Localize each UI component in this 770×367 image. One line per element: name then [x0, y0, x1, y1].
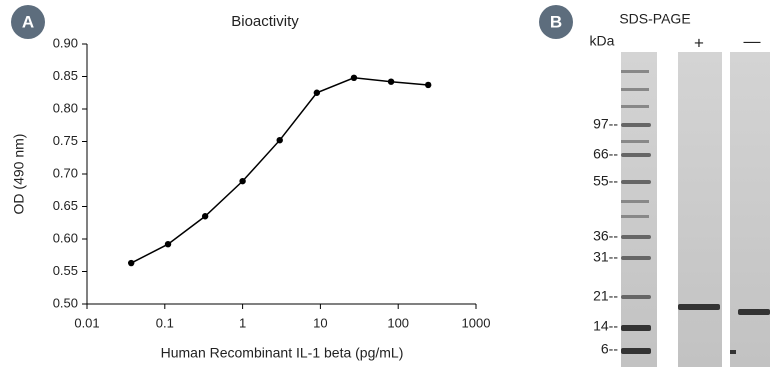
- ladder-label: 66--: [593, 146, 618, 162]
- data-point: [388, 79, 394, 85]
- ladder-band: [621, 325, 651, 331]
- data-point: [202, 213, 208, 219]
- x-tick-label: 0.1: [156, 315, 174, 330]
- ladder-label: 6--: [601, 341, 618, 357]
- ladder-band: [621, 348, 651, 354]
- ladder-band: [621, 215, 649, 218]
- gel-lane: [678, 52, 722, 367]
- gel-unit: kDa: [590, 33, 615, 49]
- ladder-band: [621, 70, 649, 73]
- ladder-band: [621, 295, 651, 299]
- gel-band: [738, 309, 770, 315]
- data-point: [239, 178, 245, 184]
- y-tick-label: 0.90: [53, 35, 78, 50]
- lane-label: —: [744, 31, 761, 50]
- data-point: [351, 75, 357, 81]
- ladder-label: 36--: [593, 228, 618, 244]
- lane-label: +: [694, 33, 704, 52]
- x-tick-label: 1000: [462, 315, 491, 330]
- ladder-band: [621, 140, 649, 143]
- data-point: [128, 260, 134, 266]
- y-tick-label: 0.60: [53, 230, 78, 245]
- x-tick-label: 0.01: [74, 315, 99, 330]
- ladder-band: [621, 105, 649, 108]
- ladder-band: [621, 200, 649, 203]
- ladder-label: 31--: [593, 249, 618, 265]
- x-tick-label: 10: [313, 315, 327, 330]
- ladder-band: [621, 235, 651, 239]
- ladder-label: 14--: [593, 318, 618, 334]
- gel-lane: [730, 52, 770, 367]
- x-tick-label: 100: [387, 315, 409, 330]
- panel-label: B: [550, 12, 562, 31]
- ladder-band: [621, 123, 651, 127]
- data-point: [165, 241, 171, 247]
- gel-band: [730, 350, 736, 354]
- ladder-band: [621, 153, 651, 157]
- y-tick-label: 0.75: [53, 133, 78, 148]
- gel-title: SDS-PAGE: [619, 11, 690, 27]
- y-tick-label: 0.55: [53, 263, 78, 278]
- data-line: [131, 78, 428, 263]
- gel-lane: [621, 52, 657, 367]
- gel: SDS-PAGE kDa + — 97-- 66-- 55-- 36-- 31-- 21-…: [590, 11, 770, 367]
- panel-label: A: [22, 12, 34, 31]
- ladder-band: [621, 256, 651, 260]
- y-tick-label: 0.65: [53, 198, 78, 213]
- y-tick-label: 0.85: [53, 68, 78, 83]
- y-tick-label: 0.80: [53, 100, 78, 115]
- data-point: [425, 82, 431, 88]
- y-tick-label: 0.50: [53, 295, 78, 310]
- chart-title: Bioactivity: [231, 13, 299, 30]
- gel-band: [678, 304, 720, 310]
- x-tick-label: 1: [239, 315, 246, 330]
- x-axis-label: Human Recombinant IL-1 beta (pg/mL): [161, 345, 404, 361]
- figure: A B Bioactivity Human Recombinant IL-1 b…: [0, 0, 770, 367]
- ladder-label: 55--: [593, 173, 618, 189]
- ladder-label: 97--: [593, 116, 618, 132]
- y-axis-label: OD (490 nm): [11, 134, 27, 215]
- data-point: [314, 90, 320, 96]
- data-point: [277, 137, 283, 143]
- ladder-band: [621, 180, 651, 184]
- ladder-band: [621, 88, 649, 91]
- ladder-label: 21--: [593, 288, 618, 304]
- y-tick-label: 0.70: [53, 165, 78, 180]
